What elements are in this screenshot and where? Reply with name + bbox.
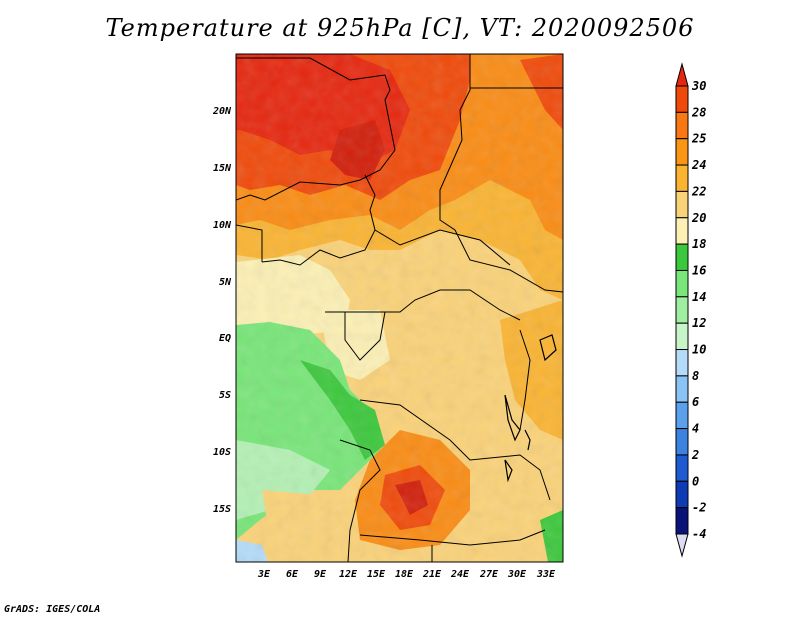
colorbar-segment — [675, 428, 689, 456]
colorbar-label: 4 — [692, 422, 699, 436]
lon-label-9e: 9E — [314, 569, 327, 580]
lon-label-33e: 33E — [536, 569, 556, 580]
map-title: Temperature at 925hPa [C], VT: 202009250… — [105, 14, 695, 42]
lon-label-3e: 3E — [257, 569, 271, 580]
colorbar-segment — [675, 349, 689, 377]
map-frame — [235, 53, 564, 563]
colorbar-label: 16 — [692, 263, 706, 277]
colorbar-label: 30 — [691, 79, 706, 93]
temperature-field — [236, 54, 563, 562]
lat-label-20n: 20N — [212, 106, 232, 117]
lat-label-5n: 5N — [219, 277, 232, 288]
colorbar-segment — [675, 269, 689, 298]
colorbar-top-arrow — [675, 62, 689, 87]
colorbar-segment — [675, 322, 689, 351]
colorbar-label: 28 — [691, 105, 706, 119]
country-borders — [236, 54, 563, 562]
colorbar-label: 2 — [691, 448, 699, 462]
colorbar-label: -4 — [692, 527, 706, 541]
colorbar-segment — [675, 401, 689, 430]
colorbar-label: -2 — [692, 501, 706, 515]
colorbar-segment — [675, 480, 689, 509]
colorbar-segment — [675, 111, 689, 140]
colorbar-segment — [675, 85, 689, 113]
lakes — [504, 334, 557, 483]
grads-credit: GrADS: IGES/COLA — [4, 604, 101, 615]
colorbar-bottom-arrow — [675, 533, 689, 558]
lon-label-27e: 27E — [479, 569, 499, 580]
colorbar-segment — [675, 507, 689, 535]
lat-label-15n: 15N — [213, 163, 232, 174]
lon-label-21e: 21E — [422, 569, 442, 580]
colorbar-label: 0 — [692, 474, 699, 488]
lon-label-15e: 15E — [367, 569, 386, 580]
lon-label-12e: 12E — [339, 569, 358, 580]
colorbar-label: 20 — [691, 211, 706, 225]
colorbar-label: 6 — [692, 395, 699, 409]
lon-label-24e: 24E — [450, 569, 470, 580]
colorbar-segment — [675, 164, 689, 192]
colorbar-segment — [675, 190, 689, 219]
lat-labels: 20N 15N 10N 5N EQ 5S 10S 15S — [212, 106, 232, 515]
lat-label-10s: 10S — [213, 447, 231, 458]
lon-label-30e: 30E — [507, 569, 527, 580]
lon-labels: 3E 6E 9E 12E 15E 18E 21E 24E 27E 30E 33E — [257, 569, 556, 580]
lat-label-eq: EQ — [219, 333, 231, 344]
colorbar-label: 24 — [691, 158, 706, 172]
colorbar-label: 10 — [692, 343, 706, 357]
lat-label-15s: 15S — [213, 504, 231, 515]
colorbar-label: 22 — [691, 184, 706, 198]
colorbar-label: 14 — [692, 290, 706, 304]
colorbar-segment — [675, 138, 689, 166]
colorbar-segment — [675, 217, 689, 245]
colorbar-label: 12 — [692, 316, 706, 330]
lat-label-10n: 10N — [213, 220, 232, 231]
lon-label-6e: 6E — [286, 569, 299, 580]
lon-label-18e: 18E — [395, 569, 414, 580]
colorbar-segment — [675, 296, 689, 324]
colorbar-segment — [675, 454, 689, 482]
colorbar-segment — [675, 375, 689, 403]
colorbar-label: 18 — [692, 237, 706, 251]
lat-label-5s: 5S — [219, 390, 231, 401]
colorbar-label: 8 — [692, 369, 699, 383]
colorbar-label: 25 — [691, 132, 706, 146]
colorbar-segment — [675, 243, 689, 271]
